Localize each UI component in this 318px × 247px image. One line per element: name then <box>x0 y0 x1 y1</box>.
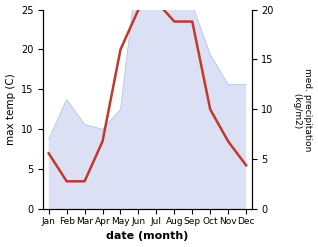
Y-axis label: med. precipitation
 (kg/m2): med. precipitation (kg/m2) <box>293 68 313 151</box>
Y-axis label: max temp (C): max temp (C) <box>5 74 16 145</box>
X-axis label: date (month): date (month) <box>106 231 189 242</box>
